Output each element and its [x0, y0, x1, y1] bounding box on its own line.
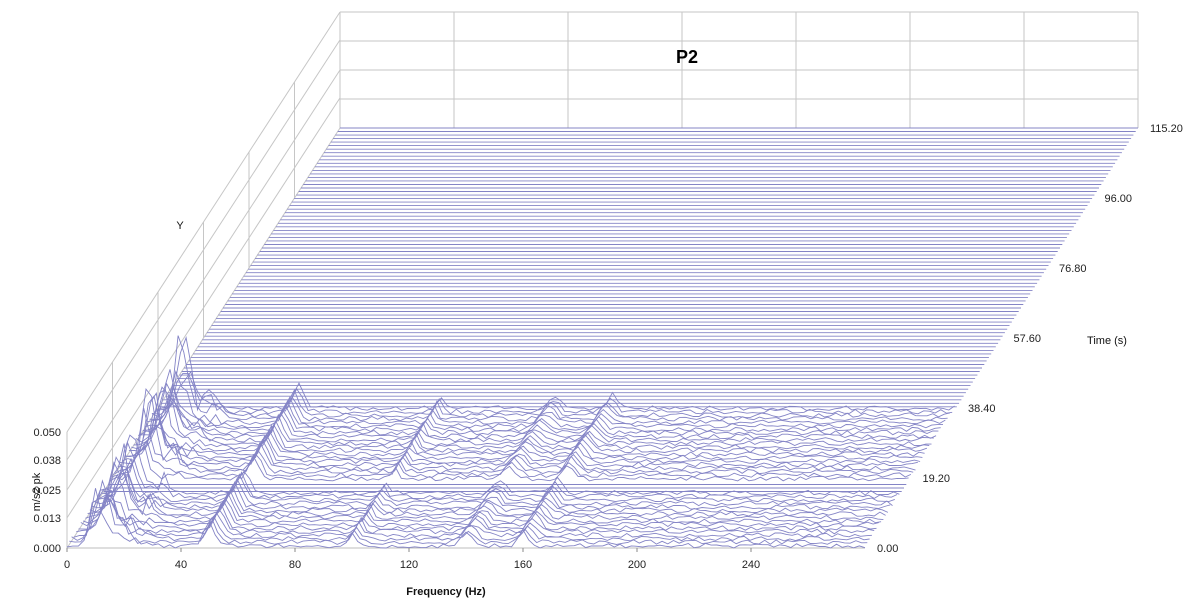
x-tick-label: 40: [175, 559, 187, 571]
z-axis-title: Time (s): [1087, 335, 1127, 347]
spectrum-traces: [66, 127, 1138, 549]
spectrum-trace: [78, 494, 877, 531]
y-tick-label: 0.013: [33, 513, 61, 525]
spectrum-trace: [131, 388, 930, 450]
z-tick-label: 38.40: [968, 403, 996, 415]
spectrum-trace: [149, 335, 948, 422]
x-tick-label: 240: [742, 559, 760, 571]
chart-title: P2: [676, 47, 698, 67]
x-axis-title: Frequency (Hz): [406, 586, 486, 598]
spectrum-trace: [124, 412, 923, 461]
spectrum-trace: [126, 420, 925, 457]
spectrum-trace: [147, 370, 946, 425]
spectrum-trace: [154, 373, 953, 415]
z-tick-label: 19.20: [923, 473, 951, 485]
spectrum-trace: [66, 488, 866, 549]
z-tick-label: 115.20: [1150, 123, 1183, 135]
x-tick-label: 120: [400, 559, 418, 571]
axis-labels: 0 40 80 120 160 200 240 0.000 0.013 0.025 0.038 0.0…: [33, 123, 1182, 571]
spectrum-trace: [69, 488, 868, 545]
y-axis-title: m/s2 pk: [31, 472, 43, 511]
x-tick-label: 200: [628, 559, 646, 571]
grid-layer: [66, 11, 1139, 549]
z-tick-label: 0.00: [877, 543, 898, 555]
x-tick-label: 160: [514, 559, 532, 571]
y-tick-label: 0.000: [33, 543, 61, 555]
x-tick-label: 0: [64, 559, 70, 571]
z-tick-label: 57.60: [1014, 333, 1042, 345]
x-tick-label: 80: [289, 559, 301, 571]
spectrum-trace: [119, 395, 918, 468]
spectrum-trace: [151, 336, 951, 418]
spectrum-trace: [110, 445, 909, 482]
y-tick-label: 0.038: [33, 455, 61, 467]
z-tick-label: 96.00: [1105, 193, 1133, 205]
y-tick-label: 0.050: [33, 427, 61, 439]
y-axis-name: Y: [176, 220, 184, 232]
z-tick-label: 76.80: [1059, 263, 1087, 275]
spectrum-trace: [156, 370, 955, 411]
spectrum-trace: [92, 467, 891, 510]
y-tick-label: 0.025: [33, 485, 61, 497]
